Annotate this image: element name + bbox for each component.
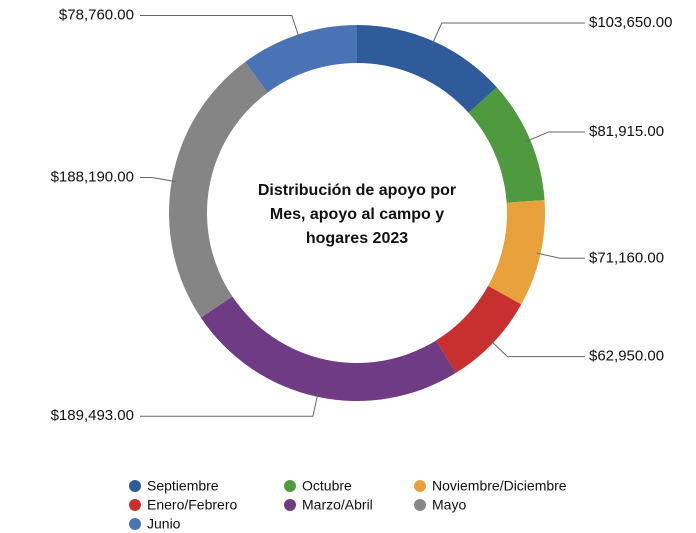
donut-segment <box>357 25 497 113</box>
legend-marker <box>129 499 141 511</box>
data-label: $81,915.00 <box>589 123 664 140</box>
data-label: $103,650.00 <box>589 14 672 31</box>
donut-segment <box>245 25 357 93</box>
legend-marker <box>284 499 296 511</box>
donut-segment <box>435 285 522 373</box>
legend-label: Enero/Febrero <box>147 497 237 513</box>
leader-line <box>489 339 585 358</box>
data-label: $62,950.00 <box>589 348 664 365</box>
leader-line <box>526 131 585 142</box>
chart-title: Distribución de apoyo por <box>258 182 456 199</box>
donut-segment <box>488 200 545 305</box>
legend-marker <box>129 480 141 492</box>
chart-title: Mes, apoyo al campo y <box>270 206 444 223</box>
donut-segment <box>200 296 456 402</box>
leader-line <box>140 14 300 39</box>
legend-label: Septiembre <box>147 478 219 494</box>
chart-title: hogares 2023 <box>306 230 408 247</box>
data-label: $189,493.00 <box>51 407 134 424</box>
data-label: $71,160.00 <box>589 249 664 266</box>
legend-label: Octubre <box>302 478 352 494</box>
data-label: $188,190.00 <box>51 168 134 185</box>
legend-marker <box>129 518 141 530</box>
leader-line <box>536 252 585 259</box>
donut-segment <box>169 61 268 318</box>
legend-label: Junio <box>147 516 181 532</box>
legend-label: Marzo/Abril <box>302 497 373 513</box>
leader-line <box>140 177 176 183</box>
legend-marker <box>414 480 426 492</box>
donut-segment <box>468 87 545 203</box>
legend-marker <box>284 480 296 492</box>
leader-line <box>140 392 319 417</box>
legend-marker <box>414 499 426 511</box>
data-label: $78,760.00 <box>59 6 134 23</box>
leader-line <box>431 22 585 46</box>
legend-label: Mayo <box>432 497 466 513</box>
legend-label: Noviembre/Diciembre <box>432 478 567 494</box>
